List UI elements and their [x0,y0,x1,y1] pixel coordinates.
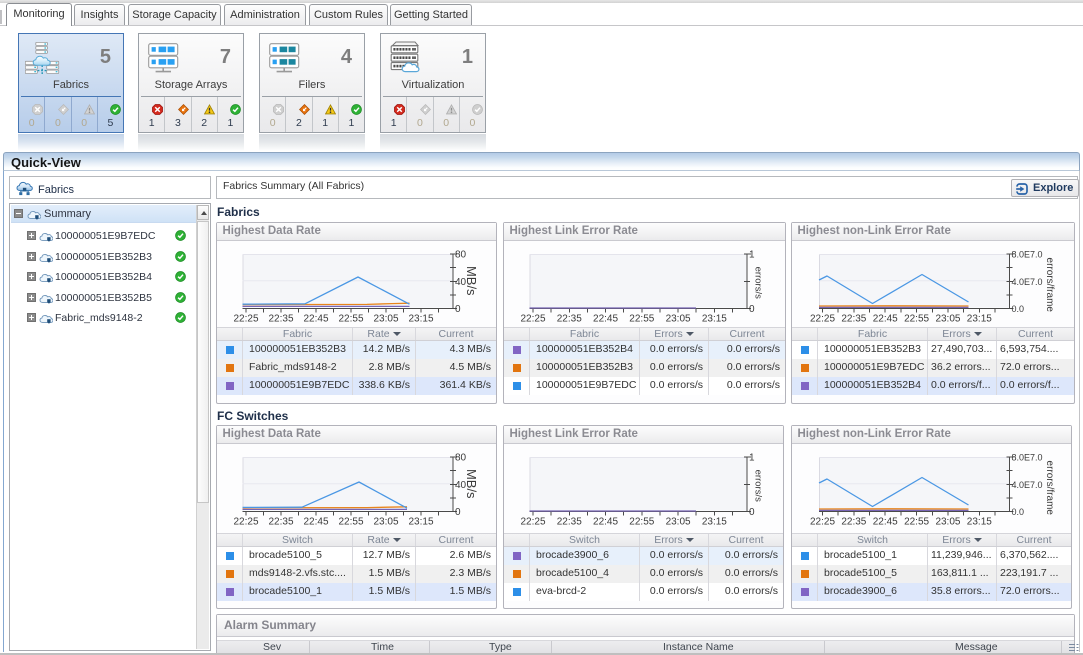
svg-text:22:55: 22:55 [629,517,654,528]
svg-text:1: 1 [749,453,755,464]
svg-text:23:15: 23:15 [702,517,727,528]
svg-text:8.0E7.0: 8.0E7.0 [1012,250,1043,260]
svg-text:23:05: 23:05 [373,517,398,528]
svg-text:0.0: 0.0 [1012,304,1025,314]
svg-text:23:05: 23:05 [666,314,691,325]
svg-text:23:05: 23:05 [373,314,398,325]
svg-text:23:15: 23:15 [702,314,727,325]
svg-text:22:55: 22:55 [904,517,929,528]
svg-text:22:55: 22:55 [629,314,654,325]
svg-text:22:55: 22:55 [904,314,929,325]
svg-text:40: 40 [455,277,467,288]
svg-text:22:25: 22:25 [233,517,258,528]
svg-text:MB/s: MB/s [464,266,479,296]
svg-text:22:35: 22:35 [268,314,293,325]
svg-text:errors/s: errors/s [753,267,764,299]
svg-text:22:35: 22:35 [557,314,582,325]
svg-text:4.0E7.0: 4.0E7.0 [1012,277,1043,287]
svg-text:22:25: 22:25 [810,314,835,325]
svg-text:23:15: 23:15 [967,314,992,325]
svg-text:errors/frame: errors/frame [1044,461,1055,516]
svg-text:22:55: 22:55 [338,314,363,325]
svg-text:80: 80 [455,250,467,261]
svg-text:8.0E7.0: 8.0E7.0 [1012,453,1043,463]
svg-text:22:45: 22:45 [593,314,618,325]
svg-text:errors/s: errors/s [753,470,764,502]
svg-text:23:15: 23:15 [408,314,433,325]
svg-text:22:35: 22:35 [841,314,866,325]
svg-text:22:45: 22:45 [303,517,328,528]
svg-text:0.0: 0.0 [1012,507,1025,517]
svg-text:22:55: 22:55 [338,517,363,528]
svg-text:23:05: 23:05 [935,517,960,528]
svg-text:23:05: 23:05 [666,517,691,528]
svg-text:22:25: 22:25 [520,517,545,528]
svg-text:4.0E7.0: 4.0E7.0 [1012,480,1043,490]
svg-text:22:45: 22:45 [873,314,898,325]
svg-text:0: 0 [455,304,461,315]
svg-text:0: 0 [749,507,755,518]
svg-text:0: 0 [455,507,461,518]
svg-text:22:35: 22:35 [268,517,293,528]
svg-text:1: 1 [749,250,755,261]
svg-text:22:25: 22:25 [810,517,835,528]
svg-text:errors/frame: errors/frame [1044,258,1055,313]
svg-text:23:05: 23:05 [935,314,960,325]
svg-text:0: 0 [749,304,755,315]
svg-text:22:45: 22:45 [303,314,328,325]
svg-text:22:45: 22:45 [593,517,618,528]
svg-text:80: 80 [455,453,467,464]
svg-text:22:35: 22:35 [841,517,866,528]
svg-text:23:15: 23:15 [967,517,992,528]
svg-text:22:45: 22:45 [873,517,898,528]
svg-text:40: 40 [455,480,467,491]
svg-text:MB/s: MB/s [464,469,479,499]
svg-text:22:25: 22:25 [520,314,545,325]
svg-text:22:35: 22:35 [557,517,582,528]
svg-text:23:15: 23:15 [408,517,433,528]
svg-text:22:25: 22:25 [233,314,258,325]
